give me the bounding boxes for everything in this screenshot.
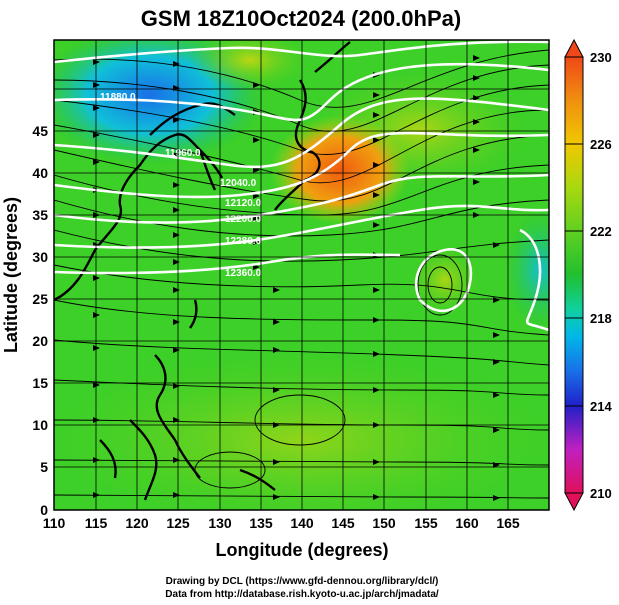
colorbar-tick-label: 218 [590,311,612,326]
plot-frame [53,39,550,511]
grid-lines [54,40,549,510]
y-axis-label: Latitude (degrees) [1,197,21,353]
contour-label: 11880.0 [100,92,136,103]
y-tick-label: 0 [40,502,48,518]
y-tick-label: 25 [32,291,48,307]
chart-title: GSM 18Z10Oct2024 (200.0hPa) [141,6,461,31]
credit-line-data: Data from http://database.rish.kyoto-u.a… [165,589,439,600]
y-tick-label: 10 [32,417,48,433]
x-tick-label: 145 [331,515,355,531]
y-tick-label: 30 [32,249,48,265]
x-axis-label: Longitude (degrees) [215,540,388,560]
x-tick-label: 150 [372,515,396,531]
colorbar-tick-label: 214 [590,399,612,414]
colorbar-tick-label: 210 [590,486,612,501]
x-tick-label: 135 [249,515,273,531]
x-tick-labels: 110 115 120 125 130 135 140 145 150 155 … [43,515,520,531]
y-tick-label: 35 [32,207,48,223]
x-tick-label: 165 [496,515,520,531]
y-tick-labels: 0 5 10 15 20 25 30 35 40 45 [32,123,48,518]
colorbar-tick-label: 230 [590,50,612,65]
x-tick-label: 155 [414,515,438,531]
y-tick-label: 5 [40,459,48,475]
contour-label: 12360.0 [225,268,262,279]
colorbar-tick-label: 226 [590,137,612,152]
y-tick-label: 40 [32,165,48,181]
colorbar: 230 226 222 218 214 210 [564,38,612,512]
x-tick-label: 130 [208,515,232,531]
contour-label: 12120.0 [225,198,262,209]
credit-line-dcl: Drawing by DCL (https://www.gfd-dennou.o… [166,576,439,587]
contour-label: 12200.0 [225,214,262,225]
contour-label: 12280.0 [225,236,262,247]
y-tick-label: 45 [32,123,48,139]
contour-label: 12040.0 [220,178,257,189]
colorbar-tick-label: 222 [590,224,612,239]
y-tick-label: 20 [32,333,48,349]
y-tick-label: 15 [32,375,48,391]
x-tick-label: 110 [43,515,66,531]
x-tick-label: 160 [455,515,479,531]
x-tick-label: 125 [166,515,190,531]
height-contours [54,40,549,332]
x-tick-label: 140 [290,515,314,531]
plot-area: 11880.0 11960.0 12040.0 12120.0 12200.0 … [54,40,549,510]
contour-label: 11960.0 [165,148,201,159]
x-tick-label: 120 [125,515,149,531]
streamlines [54,49,549,499]
contour-labels: 11880.0 11960.0 12040.0 12120.0 12200.0 … [100,92,262,279]
x-tick-label: 115 [85,515,108,531]
